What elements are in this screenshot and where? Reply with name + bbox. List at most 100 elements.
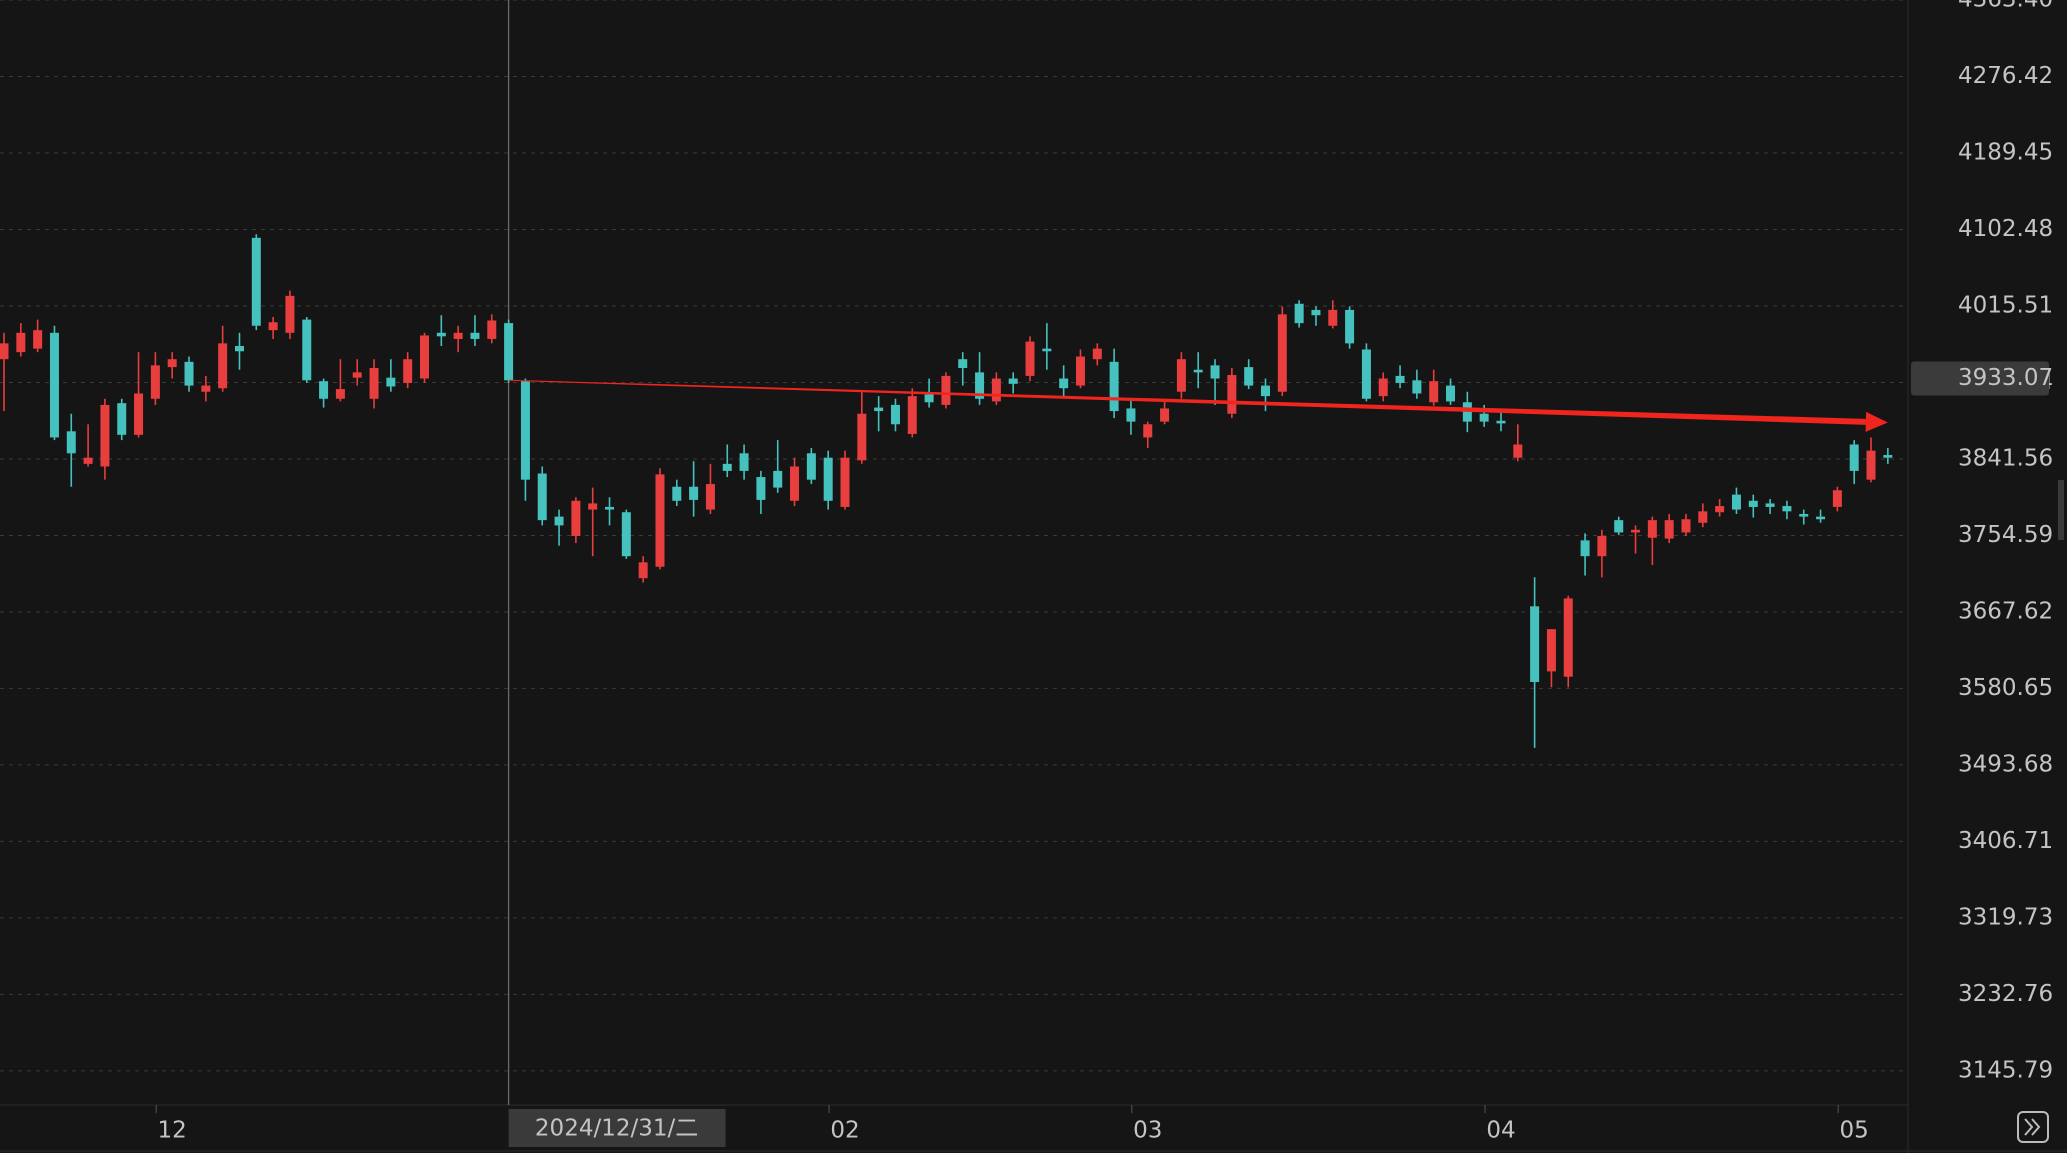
candle-body [790, 466, 800, 501]
candle-body [1277, 314, 1287, 392]
candle-body [1513, 444, 1523, 458]
candle-body [470, 332, 480, 339]
candle-body [1395, 375, 1405, 383]
candle-body [1092, 348, 1102, 360]
candle-body [806, 453, 816, 480]
candle-body [672, 486, 682, 501]
candle-body [302, 319, 312, 381]
candle-body [1698, 511, 1708, 523]
scrollbar[interactable] [2058, 480, 2064, 540]
candle-body [49, 332, 59, 438]
candle-body [840, 457, 850, 507]
y-tick-label: 3493.68 [1958, 751, 2053, 777]
candle-body [436, 332, 446, 337]
candle-body [1681, 519, 1691, 533]
candle-body [1530, 606, 1540, 682]
candle-body [1563, 598, 1573, 677]
candle-body [1849, 444, 1859, 471]
candle-body [83, 457, 93, 464]
candle-body [1345, 309, 1355, 344]
candle-body [1597, 535, 1607, 557]
candle-body [150, 365, 160, 399]
y-tick-label: 3406.71 [1958, 828, 2053, 854]
candle-body [117, 403, 127, 435]
candle-body [1126, 408, 1136, 422]
candle-body [907, 396, 917, 434]
candle-body [1580, 540, 1590, 557]
last-price-label: 3933.07 [1958, 365, 2053, 391]
candle-body [335, 389, 345, 399]
candle-body [285, 295, 295, 333]
candle-body [605, 506, 615, 510]
y-tick-label: 3232.76 [1958, 981, 2053, 1007]
candle-body [588, 503, 598, 510]
candle-body [1866, 450, 1876, 480]
candle-body [655, 474, 665, 567]
candle-body [958, 359, 968, 368]
x-tick-label: 02 [830, 1118, 859, 1144]
grid [0, 0, 1908, 1113]
candle-body [218, 343, 228, 389]
candle-body [890, 404, 900, 425]
y-tick-label: 3145.79 [1958, 1057, 2053, 1083]
candle-body [403, 359, 413, 383]
candle-body [1748, 500, 1758, 507]
x-tick-label: 12 [158, 1118, 187, 1144]
scroll-button[interactable] [2017, 1111, 2049, 1143]
candle-body [167, 359, 177, 368]
candle-body [874, 407, 884, 412]
candle-body [1261, 385, 1270, 397]
y-tick-label: 3841.56 [1958, 445, 2053, 471]
candle-body [319, 381, 329, 399]
x-tick-label: 05 [1840, 1118, 1869, 1144]
y-tick-label: 4015.51 [1958, 292, 2053, 318]
candle-body [386, 377, 396, 387]
candle-body [1715, 506, 1725, 513]
candle-body [134, 393, 144, 435]
candle-body [1176, 359, 1186, 392]
candle-body [33, 330, 43, 349]
candle-body [1664, 520, 1674, 539]
candle-body [1160, 408, 1170, 422]
candle-body [739, 453, 749, 471]
candle-body [1429, 381, 1439, 403]
candle-body [705, 484, 715, 510]
scroll-button-icon[interactable] [2024, 1118, 2041, 1136]
candle-body [571, 500, 581, 536]
candle-body [1008, 378, 1018, 384]
candle-body [975, 372, 985, 399]
candle-body [487, 320, 497, 339]
candle-body [537, 473, 547, 521]
y-axis: 3145.79 3232.76 3319.73 3406.71 3493.68 3580.… [1958, 0, 2053, 1083]
candle-body [1042, 348, 1052, 352]
scroll-button-box[interactable] [2017, 1111, 2049, 1143]
candle-body [1361, 349, 1371, 399]
candle-body [420, 335, 429, 379]
candle-body [1832, 490, 1842, 507]
candle-body [1446, 385, 1456, 402]
candle-body [941, 375, 951, 405]
candle-body [823, 457, 833, 501]
y-tick-label: 3754.59 [1958, 522, 2053, 548]
y-tick-label: 4276.42 [1958, 63, 2053, 89]
candle-body [554, 516, 564, 526]
candle-body [1479, 413, 1489, 422]
y-tick-label: 4363.40 [1958, 0, 2053, 13]
y-tick-label: 3319.73 [1958, 904, 2053, 930]
y-tick-label: 4189.45 [1958, 139, 2053, 165]
y-tick-label: 3580.65 [1958, 675, 2053, 701]
candle-body [638, 562, 648, 579]
candle-body [857, 413, 867, 461]
candle-body [689, 486, 699, 500]
x-tick-label: 04 [1486, 1118, 1515, 1144]
candle-body [66, 431, 76, 454]
candle-body [1227, 375, 1237, 414]
candle-body [722, 463, 732, 471]
candle-body [1109, 361, 1119, 412]
candle-body [1412, 380, 1422, 394]
x-tick-label: 03 [1133, 1118, 1162, 1144]
candle-body [1546, 629, 1556, 672]
candle-body [201, 385, 211, 392]
